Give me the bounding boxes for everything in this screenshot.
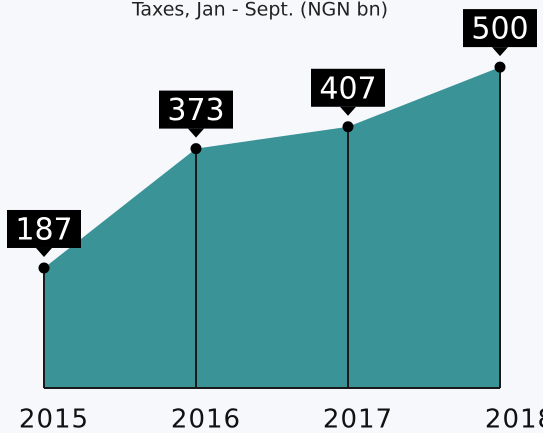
- label-box: [311, 68, 385, 107]
- point: [38, 262, 50, 274]
- x-tick-label: 2015: [19, 405, 89, 433]
- area: [44, 67, 500, 388]
- x-tick-label: 2017: [323, 405, 393, 433]
- point: [494, 61, 506, 73]
- point: [190, 143, 202, 155]
- value-label: 187: [15, 212, 72, 247]
- x-tick-label: 2016: [171, 405, 241, 433]
- label-pointer: [36, 247, 52, 257]
- label-box: [463, 9, 537, 48]
- chart-title: Taxes, Jan - Sept. (NGN bn): [131, 0, 388, 21]
- label-pointer: [188, 128, 204, 138]
- value-label: 407: [319, 71, 376, 106]
- label-pointer: [340, 106, 356, 116]
- label-box: [7, 209, 81, 248]
- point: [342, 121, 354, 133]
- label-pointer: [492, 47, 508, 57]
- label-box: [159, 90, 233, 129]
- value-label: 500: [471, 12, 528, 47]
- x-tick-label: 2018: [485, 405, 543, 433]
- value-label: 373: [167, 93, 224, 128]
